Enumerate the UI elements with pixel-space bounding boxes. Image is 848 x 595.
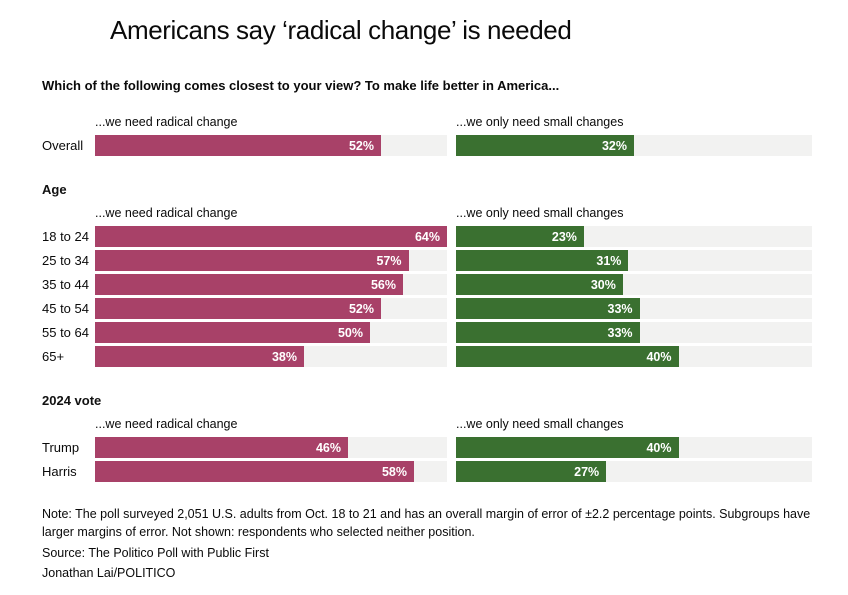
radical-change-bar: 52% (95, 298, 381, 319)
small-changes-bar-track: 23% (456, 226, 812, 247)
column-headers: ...we need radical change ...we only need… (42, 206, 812, 220)
chart-row: Overall 52% 32% (42, 135, 812, 156)
small-changes-bar-track: 30% (456, 274, 812, 295)
small-changes-bar: 23% (456, 226, 584, 247)
small-changes-bar: 33% (456, 322, 640, 343)
small-changes-bar-track: 31% (456, 250, 812, 271)
radical-change-bar: 38% (95, 346, 304, 367)
bar-value: 52% (348, 301, 374, 316)
chart-row: 65+ 38% 40% (42, 346, 812, 367)
chart-body: ...we need radical change ...we only need… (42, 115, 812, 482)
radical-change-bar-track: 56% (95, 274, 447, 295)
bar-value: 33% (607, 301, 633, 316)
bar-value: 52% (348, 138, 374, 153)
chart-row: Harris 58% 27% (42, 461, 812, 482)
row-label: 55 to 64 (42, 325, 89, 340)
chart-title: Americans say ‘radical change’ is needed (110, 15, 572, 45)
series-header-small-changes: ...we only need small changes (456, 417, 624, 431)
bar-value: 50% (337, 325, 363, 340)
bar-value: 40% (646, 440, 672, 455)
small-changes-bar-track: 32% (456, 135, 812, 156)
row-label: 65+ (42, 349, 65, 364)
small-changes-bar: 32% (456, 135, 634, 156)
bar-value: 31% (596, 253, 622, 268)
small-changes-bar: 30% (456, 274, 623, 295)
bar-value: 58% (381, 464, 407, 479)
bar-value: 64% (414, 229, 440, 244)
chart-subtitle: Which of the following comes closest to … (42, 78, 560, 93)
column-headers: ...we need radical change ...we only need… (42, 115, 812, 129)
small-changes-bar-track: 40% (456, 437, 812, 458)
radical-change-bar-track: 38% (95, 346, 447, 367)
row-label: Trump (42, 440, 80, 455)
radical-change-bar-track: 52% (95, 135, 447, 156)
chart-row: 18 to 24 64% 23% (42, 226, 812, 247)
bar-value: 27% (574, 464, 600, 479)
radical-change-bar-track: 58% (95, 461, 447, 482)
bar-value: 32% (601, 138, 627, 153)
radical-change-bar: 56% (95, 274, 403, 295)
series-header-small-changes: ...we only need small changes (456, 115, 624, 129)
source-line: Source: The Politico Poll with Public Fi… (42, 545, 269, 560)
column-headers: ...we need radical change ...we only need… (42, 417, 812, 431)
chart-page: Americans say ‘radical change’ is needed… (0, 15, 848, 595)
bar-value: 46% (315, 440, 341, 455)
small-changes-bar-track: 33% (456, 298, 812, 319)
radical-change-bar-track: 64% (95, 226, 447, 247)
radical-change-bar-track: 50% (95, 322, 447, 343)
chart-row: 25 to 34 57% 31% (42, 250, 812, 271)
bar-value: 56% (370, 277, 396, 292)
small-changes-bar-track: 40% (456, 346, 812, 367)
radical-change-bar-track: 46% (95, 437, 447, 458)
radical-change-bar: 64% (95, 226, 447, 247)
row-label: Harris (42, 464, 77, 479)
bar-value: 57% (376, 253, 402, 268)
radical-change-bar: 58% (95, 461, 414, 482)
section-heading: 2024 vote (42, 393, 102, 408)
row-label: 45 to 54 (42, 301, 89, 316)
bar-value: 33% (607, 325, 633, 340)
small-changes-bar: 27% (456, 461, 607, 482)
radical-change-bar: 52% (95, 135, 381, 156)
small-changes-bar-track: 27% (456, 461, 812, 482)
radical-change-bar: 46% (95, 437, 348, 458)
series-header-radical-change: ...we need radical change (95, 206, 238, 220)
series-header-small-changes: ...we only need small changes (456, 206, 624, 220)
row-label: 35 to 44 (42, 277, 89, 292)
small-changes-bar: 40% (456, 346, 679, 367)
radical-change-bar-track: 57% (95, 250, 447, 271)
footnote: Note: The poll surveyed 2,051 U.S. adult… (42, 507, 811, 539)
bar-value: 23% (551, 229, 577, 244)
radical-change-bar: 50% (95, 322, 370, 343)
bar-value: 40% (646, 349, 672, 364)
small-changes-bar: 31% (456, 250, 629, 271)
bar-value: 38% (271, 349, 297, 364)
chart-row: Trump 46% 40% (42, 437, 812, 458)
row-label: 18 to 24 (42, 229, 89, 244)
chart-row: 55 to 64 50% 33% (42, 322, 812, 343)
bar-value: 30% (590, 277, 616, 292)
row-label: 25 to 34 (42, 253, 89, 268)
row-label: Overall (42, 138, 84, 153)
byline: Jonathan Lai/POLITICO (42, 566, 176, 581)
chart-row: 35 to 44 56% 30% (42, 274, 812, 295)
chart-row: 45 to 54 52% 33% (42, 298, 812, 319)
small-changes-bar: 33% (456, 298, 640, 319)
section-heading: Age (42, 182, 67, 197)
series-header-radical-change: ...we need radical change (95, 417, 238, 431)
radical-change-bar: 57% (95, 250, 409, 271)
radical-change-bar-track: 52% (95, 298, 447, 319)
chart-footer: Note: The poll surveyed 2,051 U.S. adult… (42, 506, 812, 583)
series-header-radical-change: ...we need radical change (95, 115, 238, 129)
small-changes-bar-track: 33% (456, 322, 812, 343)
small-changes-bar: 40% (456, 437, 679, 458)
